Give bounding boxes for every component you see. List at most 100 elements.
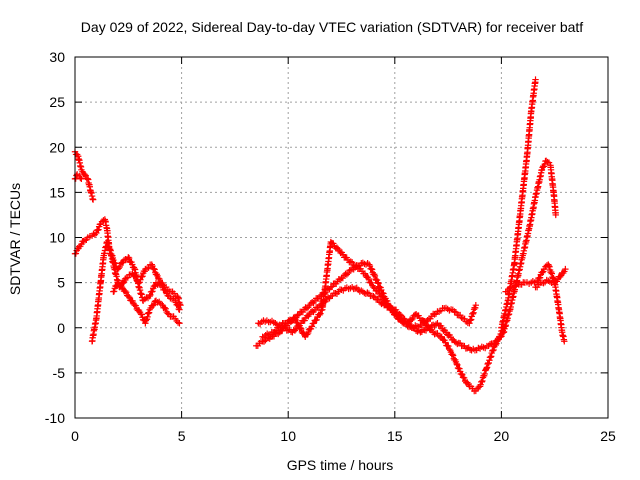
data-point [304, 329, 312, 337]
data-point [146, 292, 153, 300]
data-point [445, 342, 452, 350]
data-point [343, 271, 351, 278]
data-point [154, 274, 162, 282]
y-tick-label: 20 [49, 139, 65, 155]
data-point [116, 263, 123, 271]
series-seg-j [500, 157, 559, 336]
data-point [449, 352, 457, 359]
axis-ticks: 0 5 10 15 20 25 -10 -5 0 5 10 15 20 25 30 [45, 49, 616, 444]
data-point [263, 330, 271, 337]
data-point [378, 286, 385, 294]
data-point [294, 312, 301, 319]
data-point [450, 355, 457, 362]
data-point [375, 280, 382, 287]
data-point [493, 340, 500, 347]
data-point [150, 301, 158, 308]
data-point [148, 261, 155, 268]
series-seg-e [110, 279, 183, 327]
data-point [174, 319, 182, 326]
data-point [77, 174, 84, 182]
data-point [379, 293, 387, 301]
y-tick-label: 15 [49, 184, 65, 200]
data-point [370, 292, 377, 300]
data-point [82, 172, 89, 179]
data-point [532, 76, 539, 83]
chart-title: Day 029 of 2022, Sidereal Day-to-day VTE… [81, 19, 584, 35]
data-point [162, 305, 169, 312]
data-point [316, 311, 323, 319]
data-point [80, 237, 87, 245]
data-point [161, 304, 168, 311]
data-point [374, 279, 381, 286]
data-point [81, 171, 88, 178]
data-point [301, 317, 308, 324]
y-tick-label: -10 [45, 410, 65, 426]
data-point [147, 291, 154, 299]
data-point [291, 327, 299, 334]
data-point [318, 307, 325, 314]
data-point [174, 294, 182, 301]
data-point [129, 297, 136, 305]
data-point [131, 272, 138, 280]
data-point [352, 285, 359, 292]
data-point [458, 370, 465, 378]
series-seg-h [259, 238, 507, 395]
data-point [472, 301, 480, 309]
data-point [73, 172, 80, 179]
data-point [121, 287, 129, 295]
data-point [375, 296, 383, 303]
series-seg-k [502, 261, 568, 345]
data-point [453, 360, 460, 368]
x-tick-label: 20 [494, 428, 510, 444]
data-point [375, 283, 383, 290]
data-point [460, 374, 468, 382]
data-point [333, 244, 341, 251]
data-point [423, 321, 431, 329]
data-point [317, 310, 324, 317]
data-point [156, 275, 163, 283]
data-point [350, 261, 357, 269]
data-point [137, 276, 144, 283]
x-tick-label: 5 [178, 428, 186, 444]
data-point [378, 292, 386, 300]
data-point [397, 315, 404, 322]
y-axis-title: SDTVAR / TECUs [7, 183, 23, 295]
data-point [435, 332, 443, 339]
data-point [364, 289, 371, 296]
data-point [442, 339, 449, 346]
x-tick-label: 25 [600, 428, 616, 444]
data-point [347, 258, 354, 265]
data-point [72, 250, 80, 257]
data-point [308, 323, 316, 330]
data-point [366, 261, 373, 268]
data-point [556, 273, 564, 281]
data-point [294, 319, 302, 327]
data-point [458, 314, 465, 321]
data-point [368, 266, 376, 273]
data-point [125, 254, 133, 262]
data-point [303, 331, 311, 338]
data-point [409, 315, 416, 323]
data-markers [71, 76, 569, 395]
data-point [339, 274, 347, 282]
data-point [175, 295, 182, 302]
data-point [149, 288, 156, 295]
y-tick-label: 30 [49, 49, 65, 65]
data-point [126, 294, 133, 301]
data-point [539, 164, 546, 171]
data-point [464, 345, 471, 352]
grid [75, 57, 608, 418]
data-point [449, 351, 456, 358]
data-point [122, 289, 130, 296]
series-seg-d [88, 238, 184, 345]
data-point [125, 254, 132, 261]
data-point [348, 259, 356, 266]
data-point [392, 310, 399, 318]
y-tick-label: 0 [57, 320, 65, 336]
data-point [139, 273, 146, 280]
data-point [431, 311, 438, 318]
data-point [297, 324, 304, 332]
data-point [138, 311, 146, 318]
